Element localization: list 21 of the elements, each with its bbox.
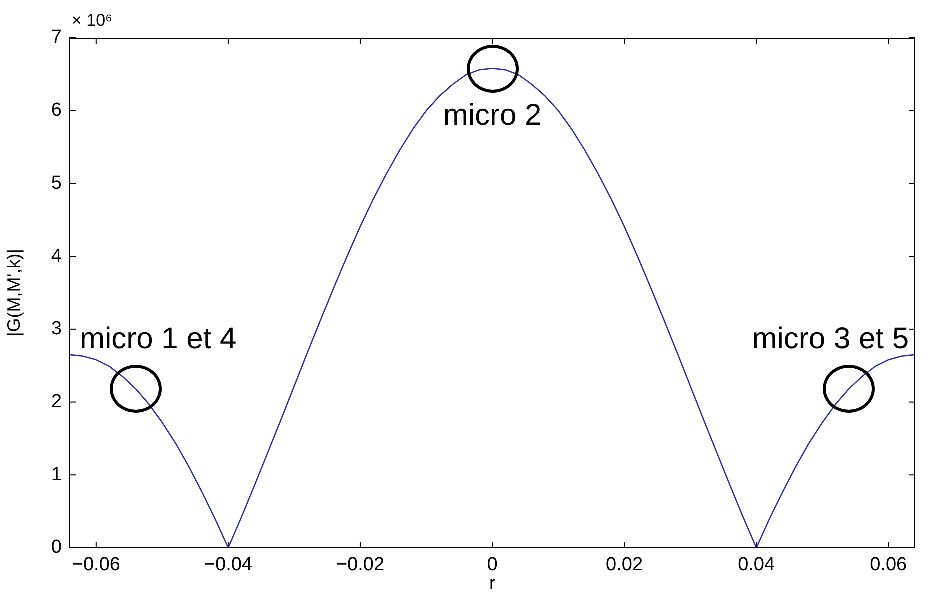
y-tick-label: 5 — [51, 172, 62, 194]
text: × 10⁶ — [72, 11, 113, 30]
x-tick-label: 0.02 — [606, 554, 644, 576]
y-tick-label: 4 — [51, 246, 62, 267]
y-tick-label: 7 — [51, 27, 62, 48]
annotation: micro 3 et 5 — [752, 322, 910, 356]
y-tick-label: 3 — [51, 318, 62, 340]
y-tick-label: 1 — [51, 464, 62, 486]
y-tick-label: 6 — [51, 100, 62, 122]
x-axis-title: r — [490, 573, 496, 594]
x-tick-label: −0.06 — [72, 554, 120, 576]
annotation: micro 2 — [443, 98, 542, 132]
x-tick-label: −0.02 — [336, 554, 385, 576]
x-tick-label: 0.06 — [870, 554, 908, 576]
x-tick-label: 0 — [487, 554, 498, 576]
y-axis-title: |G(M,M',k)| — [4, 249, 24, 337]
y-tick-label: 2 — [51, 392, 62, 413]
x-tick-label: 0.04 — [738, 554, 776, 576]
annotation: micro 1 et 4 — [80, 322, 237, 356]
y-tick-label: 0 — [51, 537, 62, 558]
x-tick-label: −0.04 — [204, 554, 253, 576]
